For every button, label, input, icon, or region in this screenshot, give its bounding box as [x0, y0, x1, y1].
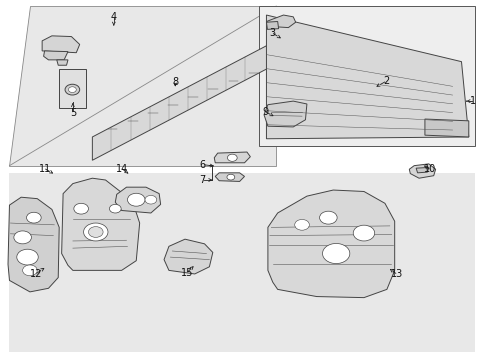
Circle shape [74, 203, 88, 214]
Circle shape [226, 174, 234, 180]
Circle shape [68, 87, 76, 93]
Circle shape [14, 231, 31, 244]
Circle shape [127, 193, 145, 206]
Text: 2: 2 [382, 76, 388, 86]
Text: 10: 10 [423, 164, 435, 174]
Text: 3: 3 [269, 28, 275, 38]
Circle shape [322, 243, 349, 264]
Bar [259, 6, 474, 146]
Polygon shape [215, 173, 244, 181]
Text: 9: 9 [262, 107, 268, 117]
Circle shape [83, 223, 108, 241]
Circle shape [17, 249, 38, 265]
Circle shape [319, 211, 336, 224]
Text: 14: 14 [115, 163, 127, 174]
Circle shape [145, 195, 157, 204]
Text: 8: 8 [172, 77, 178, 87]
Circle shape [227, 154, 237, 161]
Circle shape [109, 204, 121, 213]
Polygon shape [115, 187, 160, 213]
Text: 5: 5 [70, 108, 76, 118]
Circle shape [88, 226, 103, 237]
Polygon shape [408, 164, 435, 178]
Text: 7: 7 [199, 175, 205, 185]
Text: 1: 1 [468, 96, 475, 106]
Polygon shape [92, 42, 273, 160]
Text: 13: 13 [390, 269, 402, 279]
Text: 11: 11 [39, 163, 51, 174]
Circle shape [22, 265, 37, 276]
Text: 4: 4 [110, 12, 117, 22]
Polygon shape [266, 22, 278, 30]
Polygon shape [9, 6, 276, 166]
Circle shape [26, 212, 41, 223]
Text: 6: 6 [199, 159, 205, 170]
Polygon shape [9, 173, 474, 352]
Circle shape [352, 225, 374, 241]
Polygon shape [43, 51, 68, 60]
Polygon shape [163, 239, 212, 274]
Polygon shape [61, 178, 140, 270]
Polygon shape [214, 152, 250, 163]
Polygon shape [264, 101, 306, 127]
Polygon shape [415, 167, 428, 173]
Polygon shape [267, 190, 394, 298]
Polygon shape [266, 15, 295, 28]
Polygon shape [59, 69, 86, 108]
Text: 12: 12 [30, 269, 42, 279]
Circle shape [65, 84, 80, 95]
Circle shape [294, 220, 309, 230]
Polygon shape [8, 197, 59, 292]
Polygon shape [266, 15, 468, 139]
Polygon shape [42, 36, 80, 53]
Polygon shape [57, 60, 68, 65]
Polygon shape [424, 119, 468, 137]
Text: 15: 15 [181, 267, 193, 278]
